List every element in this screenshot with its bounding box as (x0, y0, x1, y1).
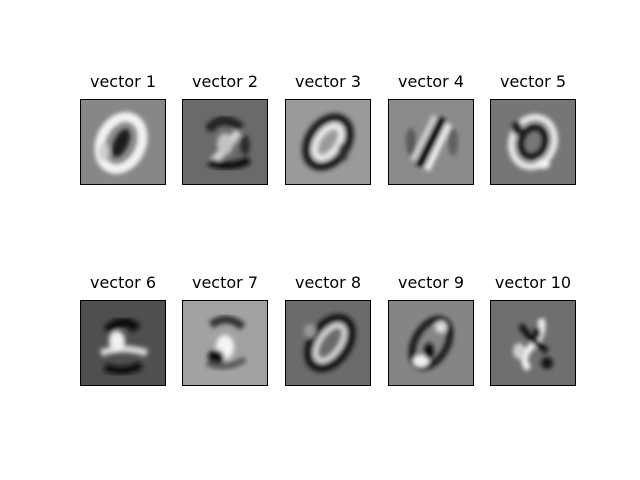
panel-title: vector 8 (294, 273, 361, 292)
image-svg (389, 100, 473, 184)
panel-vector-3: vector 3 (285, 72, 371, 185)
panel-vector-5: vector 5 (490, 72, 576, 185)
panel-title: vector 2 (191, 72, 258, 91)
image-background (286, 301, 370, 385)
panel-title: vector 6 (89, 273, 156, 292)
image-background (389, 301, 473, 385)
eigenvector-image (80, 99, 166, 185)
image-svg (183, 301, 267, 385)
image-svg (81, 301, 165, 385)
image-svg (491, 100, 575, 184)
image-svg (389, 301, 473, 385)
eigenvector-image (490, 99, 576, 185)
panel-vector-1: vector 1 (80, 72, 166, 185)
panel-title: vector 7 (191, 273, 258, 292)
panel-title: vector 10 (494, 273, 572, 292)
panel-vector-6: vector 6 (80, 273, 166, 386)
image-svg (286, 100, 370, 184)
panel-title: vector 1 (89, 72, 156, 91)
panel-vector-8: vector 8 (285, 273, 371, 386)
eigenvector-image (80, 300, 166, 386)
eigenvector-image (182, 300, 268, 386)
image-background (491, 100, 575, 184)
eigenvector-image (285, 99, 371, 185)
eigenvector-image (490, 300, 576, 386)
panel-vector-7: vector 7 (182, 273, 268, 386)
eigenvector-image (285, 300, 371, 386)
image-svg (286, 301, 370, 385)
eigenvector-image (388, 99, 474, 185)
panel-title: vector 5 (499, 72, 566, 91)
image-background (286, 100, 370, 184)
eigenvector-image (182, 99, 268, 185)
image-svg (491, 301, 575, 385)
panel-vector-10: vector 10 (490, 273, 576, 386)
panel-vector-9: vector 9 (388, 273, 474, 386)
image-svg (183, 100, 267, 184)
panel-title: vector 3 (294, 72, 361, 91)
panel-vector-2: vector 2 (182, 72, 268, 185)
panel-vector-4: vector 4 (388, 72, 474, 185)
image-svg (81, 100, 165, 184)
eigenvector-image (388, 300, 474, 386)
panel-title: vector 4 (397, 72, 464, 91)
panel-title: vector 9 (397, 273, 464, 292)
